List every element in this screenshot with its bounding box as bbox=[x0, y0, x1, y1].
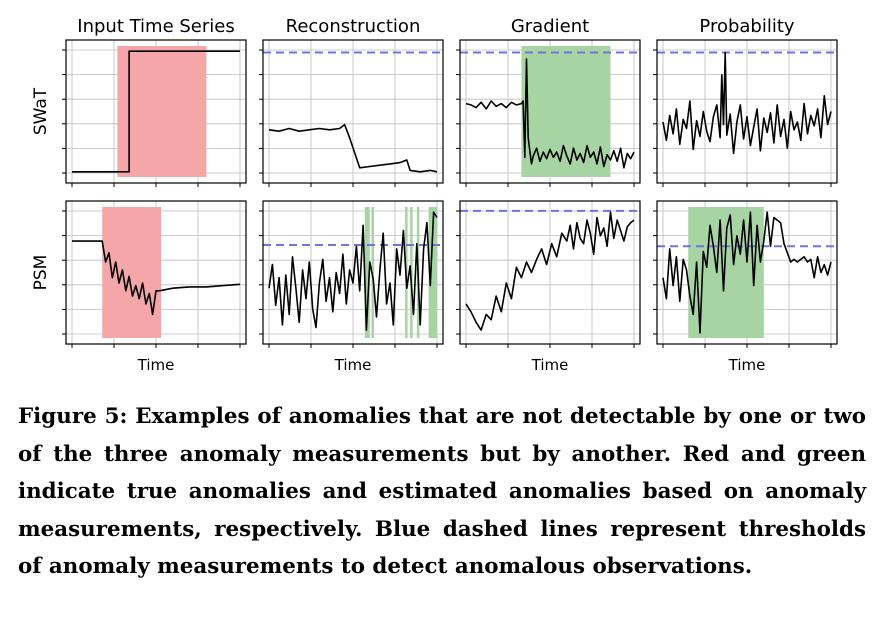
subplot-psm-0: Time PSM bbox=[31, 200, 247, 374]
estimated-anomaly-span bbox=[410, 207, 413, 338]
figure-caption: Figure 5: Examples of anomalies that are… bbox=[18, 404, 866, 580]
subplot-title: Reconstruction bbox=[286, 16, 421, 37]
axes-frame bbox=[65, 39, 247, 184]
subplot-title: Probability bbox=[699, 16, 794, 37]
estimated-anomaly-span bbox=[521, 46, 611, 177]
subplot-psm-2: Time bbox=[456, 200, 641, 374]
x-axis-label: Time bbox=[334, 356, 372, 374]
subplot-swat-3: Probability bbox=[653, 16, 838, 187]
axes-frame bbox=[262, 200, 444, 345]
estimated-anomaly-span bbox=[428, 207, 437, 338]
subplot-title: Gradient bbox=[511, 16, 589, 37]
axes-frame bbox=[262, 39, 444, 184]
series-line bbox=[72, 240, 241, 316]
subplot-psm-3: Time bbox=[653, 200, 838, 374]
series-line bbox=[72, 50, 240, 173]
series-line bbox=[465, 211, 635, 331]
x-axis-label: Time bbox=[531, 356, 569, 374]
series-line bbox=[465, 58, 635, 169]
figure-panels: Input Time Series SWaT Reconstruction Gradi… bbox=[31, 16, 838, 374]
x-axis-label: Time bbox=[728, 356, 766, 374]
series-line bbox=[268, 123, 438, 173]
subplot-title: Input Time Series bbox=[77, 16, 234, 37]
axes-frame bbox=[656, 200, 838, 345]
series-line bbox=[662, 51, 832, 155]
x-axis-label: Time bbox=[137, 356, 175, 374]
series-line bbox=[662, 211, 832, 334]
y-axis-label: SWaT bbox=[31, 87, 51, 135]
subplot-swat-2: Gradient bbox=[456, 16, 641, 187]
subplot-psm-1: Time bbox=[259, 200, 444, 374]
subplot-swat-0: Input Time Series SWaT bbox=[31, 16, 247, 187]
axes-frame bbox=[459, 200, 641, 345]
axes-frame bbox=[656, 39, 838, 184]
subplot-swat-1: Reconstruction bbox=[259, 16, 444, 187]
axes-frame bbox=[459, 39, 641, 184]
true-anomaly-span bbox=[117, 46, 207, 177]
axes-frame bbox=[65, 200, 247, 345]
estimated-anomaly-span bbox=[371, 207, 374, 338]
estimated-anomaly-span bbox=[364, 207, 370, 338]
y-axis-label: PSM bbox=[31, 255, 51, 291]
series-line bbox=[268, 211, 438, 331]
